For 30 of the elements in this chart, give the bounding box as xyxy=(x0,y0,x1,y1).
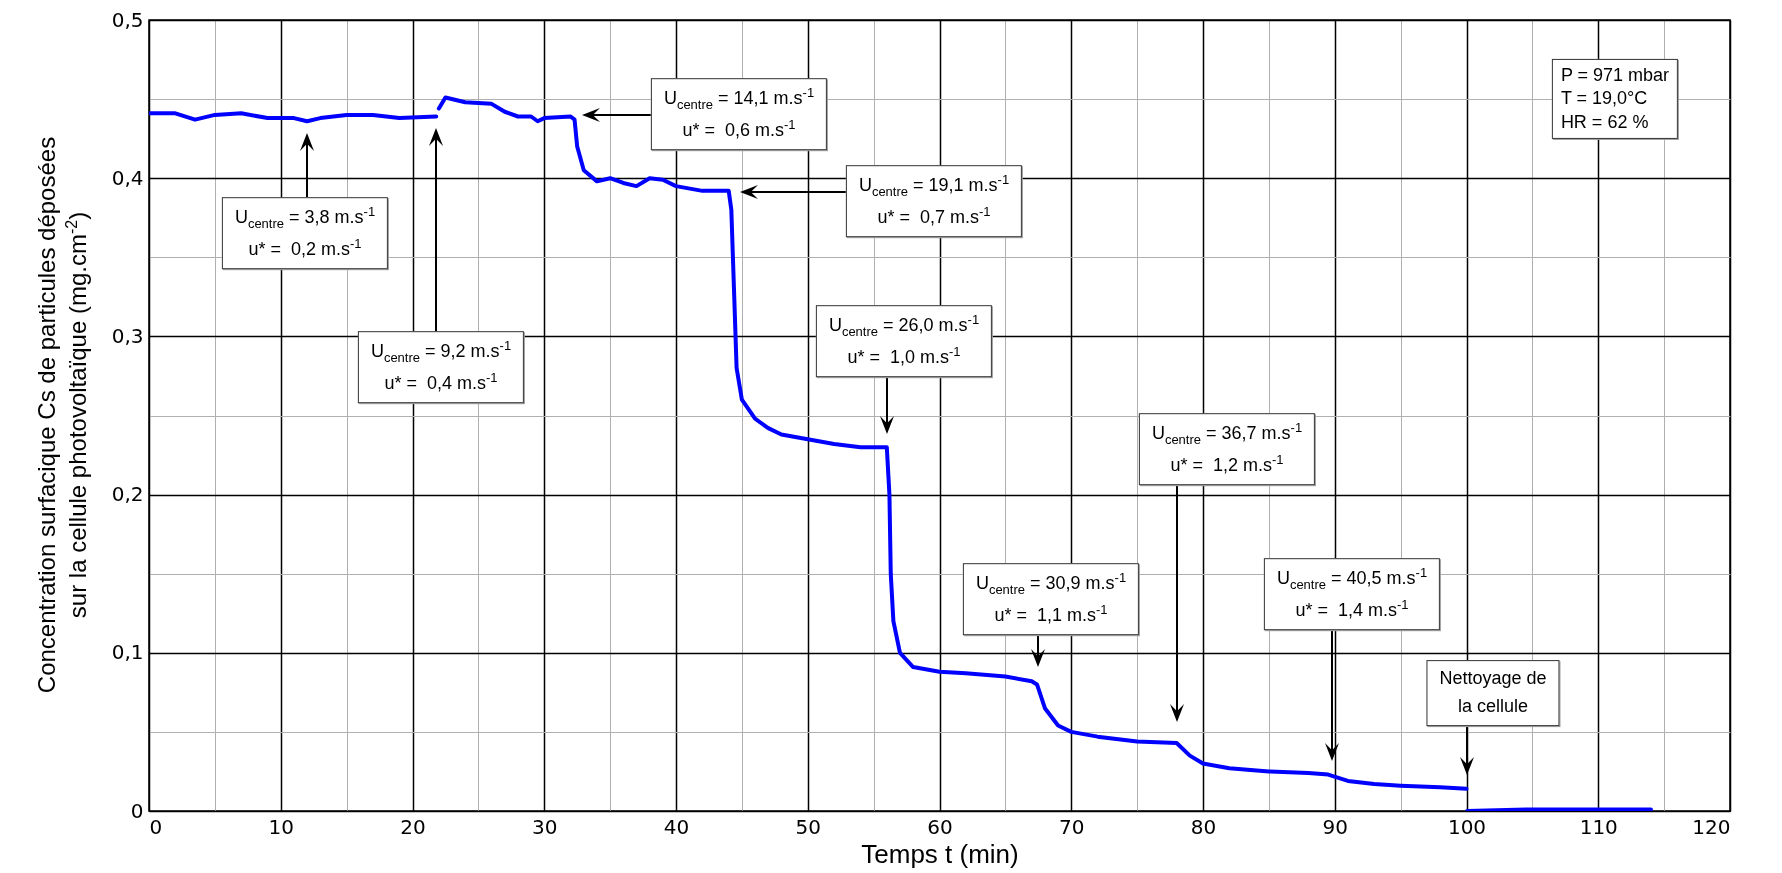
x-tick-label: 40 xyxy=(663,814,690,839)
text: U$_{centre}$ = 14,1 m.s$^{-1}$ u* = 0,6 m.s$^{-1}$ xyxy=(663,85,815,140)
text: U$_{centre}$ = 26,0 m.s$^{-1}$ u* = 1,0 m.s$^{-1}$ xyxy=(828,312,980,367)
x-tick-label: 80 xyxy=(1190,814,1217,839)
text: U$_{centre}$ = 3,8 m.s$^{-1}$ u* = 0,2 m.s$^{-1}$ xyxy=(234,204,376,259)
y-tick-label: 0,5 xyxy=(111,7,144,32)
y-tick-label: 0,2 xyxy=(111,482,144,507)
y-tick-label: 0,3 xyxy=(111,323,144,348)
x-tick-label: 20 xyxy=(400,814,426,839)
x-tick-label: 100 xyxy=(1447,814,1487,839)
text: U$_{centre}$ = 30,9 m.s$^{-1}$ u* = 1,1 m.s$^{-1}$ xyxy=(975,570,1127,625)
text: U$_{centre}$ = 9,2 m.s$^{-1}$ u* = 0,4 m.s$^{-1}$ xyxy=(370,338,512,393)
x-tick-label: 90 xyxy=(1322,814,1348,839)
annotation: P = 971 mbar T = 19,0°C HR = 62 % xyxy=(1551,58,1679,140)
y-tick-label: 0,4 xyxy=(111,165,144,190)
x-tick-label: 70 xyxy=(1059,814,1085,839)
x-tick-label: 10 xyxy=(268,814,294,839)
x-tick-label: 110 xyxy=(1579,814,1618,839)
text: U$_{centre}$ = 36,7 m.s$^{-1}$ u* = 1,2 m.s$^{-1}$ xyxy=(1151,420,1303,475)
x-tick-label: 60 xyxy=(927,814,953,839)
x-tick-label: 30 xyxy=(532,814,558,839)
text: U$_{centre}$ = 19,1 m.s$^{-1}$ u* = 0,7 m.s$^{-1}$ xyxy=(858,172,1010,227)
y-tick-label: 0 xyxy=(130,798,144,823)
x-tick-label: 0 xyxy=(149,814,163,839)
text: U$_{centre}$ = 40,5 m.s$^{-1}$ u* = 1,4 m.s$^{-1}$ xyxy=(1276,565,1428,620)
y-tick-label: 0,1 xyxy=(111,640,144,665)
annotation: Nettoyage de la cellule xyxy=(1426,660,1560,726)
x-axis-title: Temps t (min) xyxy=(861,838,1019,869)
x-tick-label: 50 xyxy=(795,814,821,839)
x-tick-label: 120 xyxy=(1692,814,1731,839)
